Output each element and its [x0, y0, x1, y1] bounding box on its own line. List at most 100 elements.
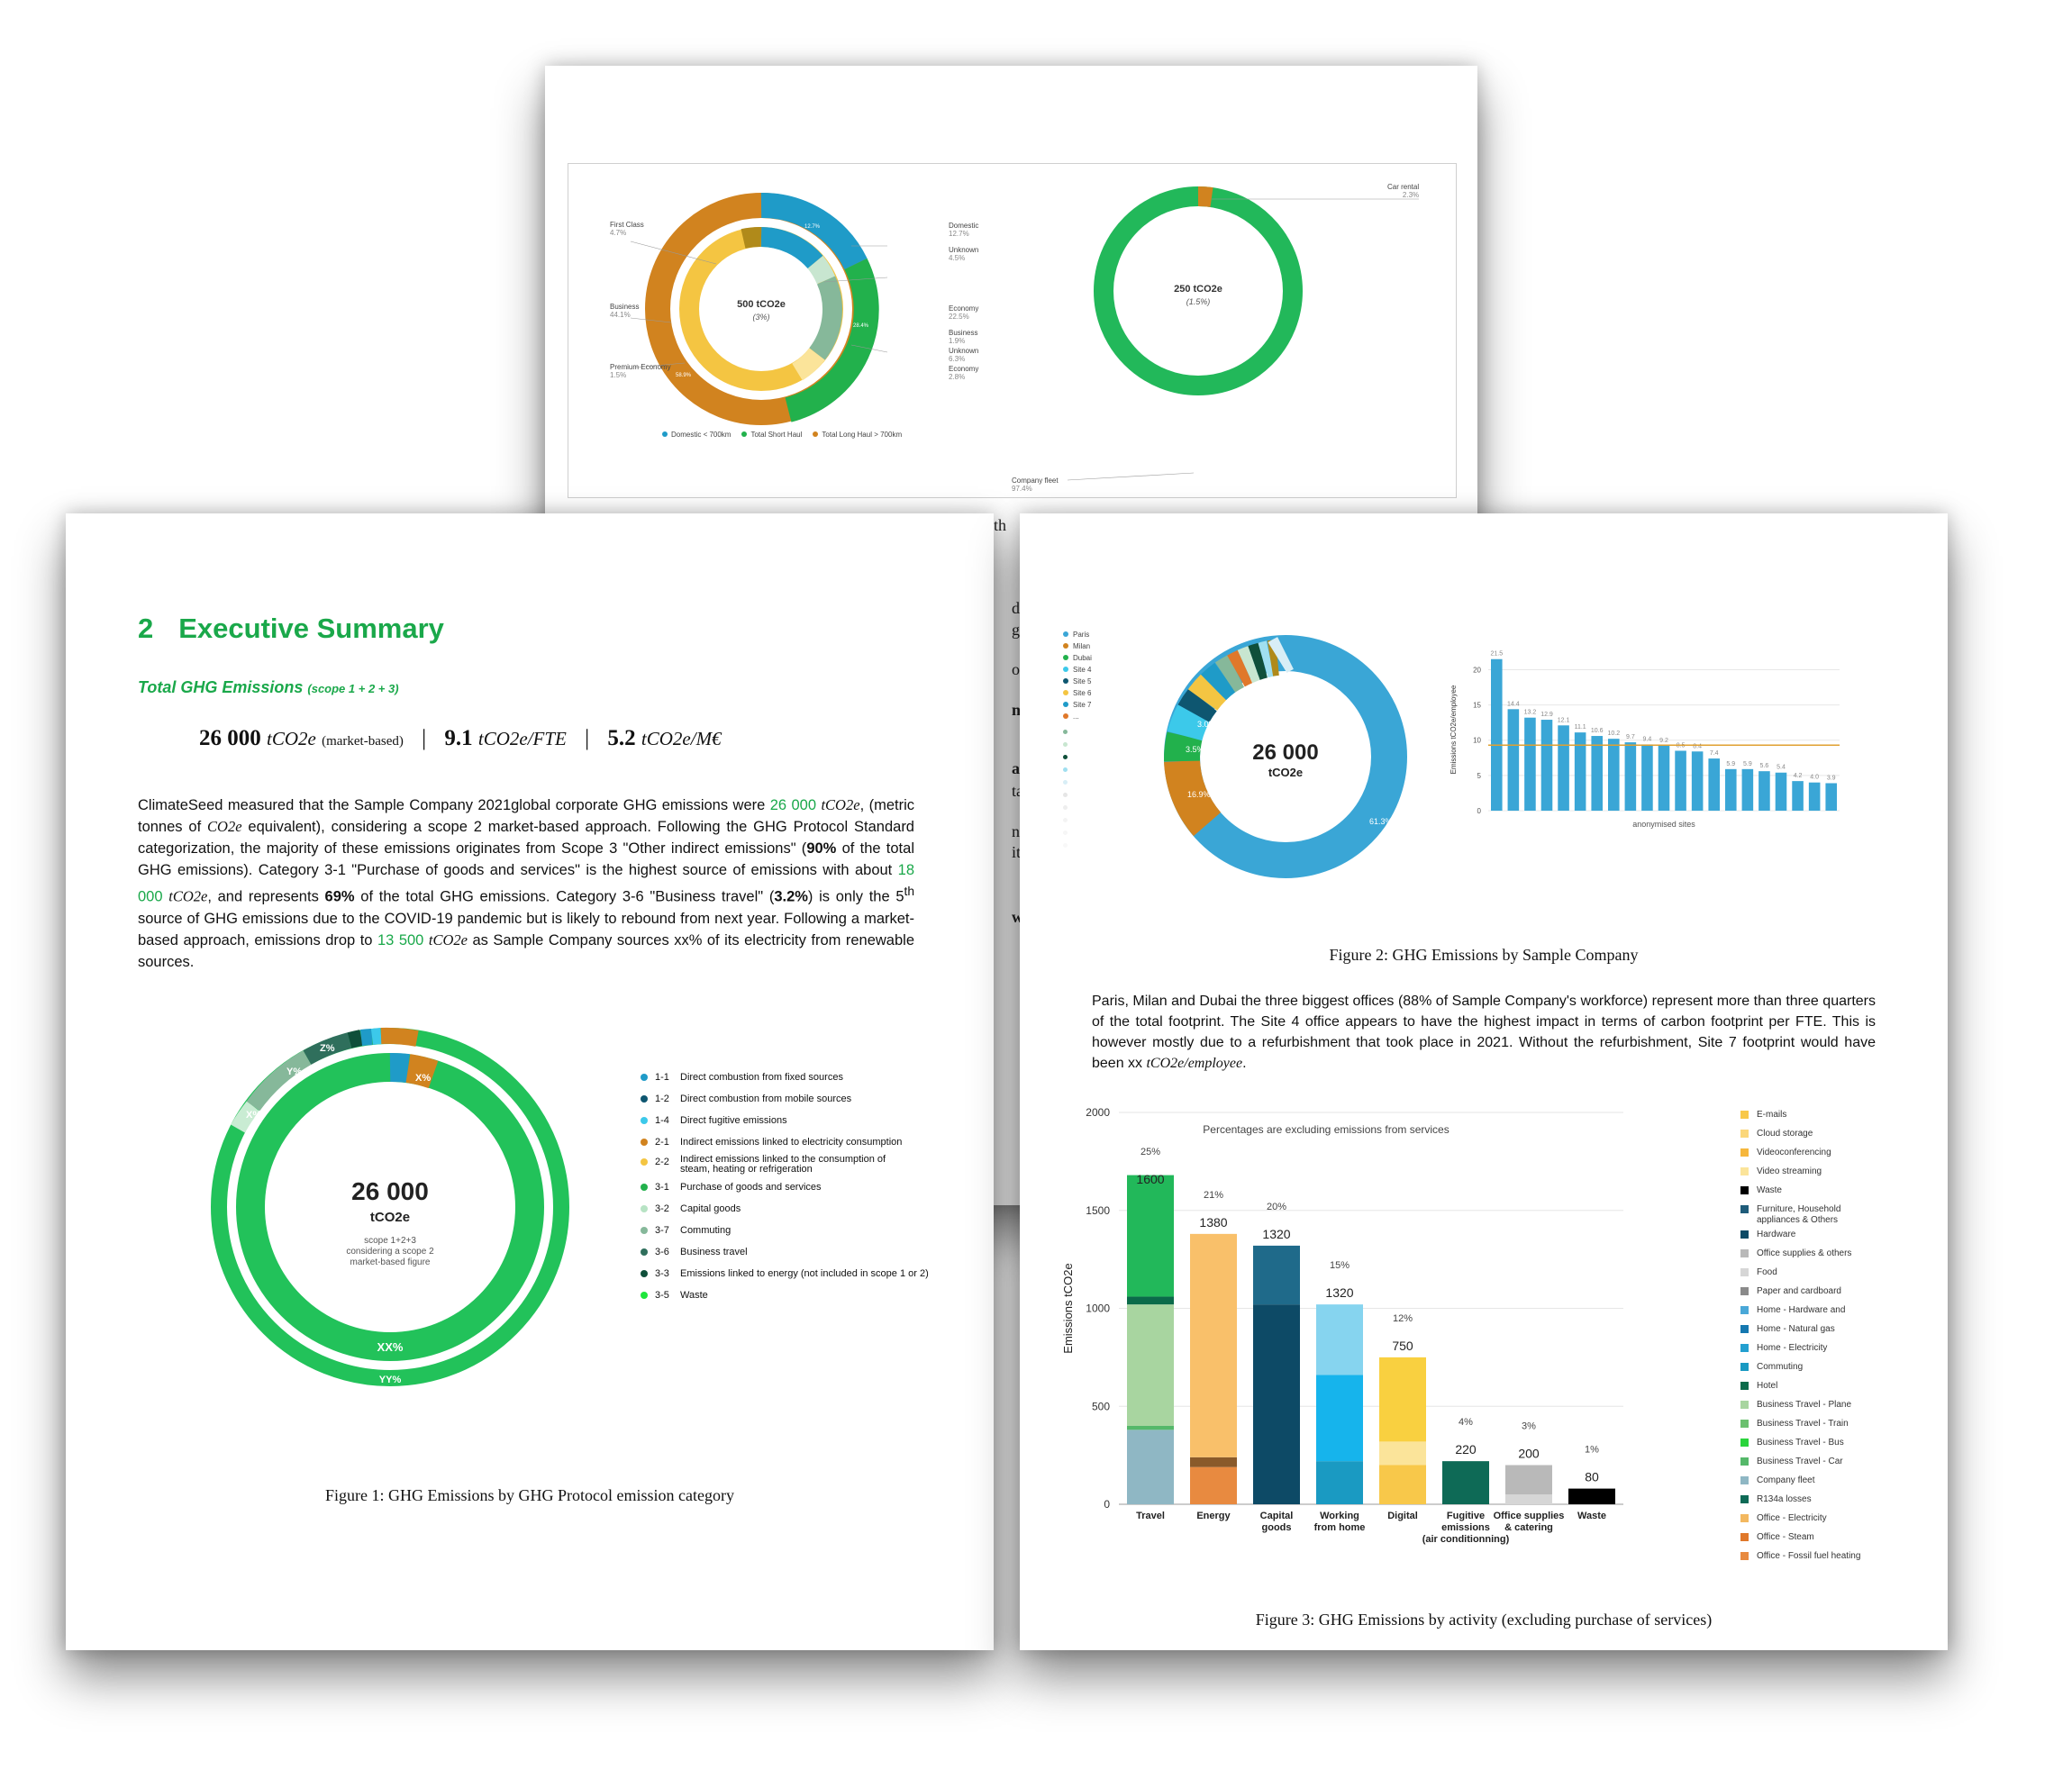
category-label: (air conditionning) [1422, 1534, 1510, 1545]
site-donut: 26 000 tCO2e 61.3% 16.9% 3.5% 3.0% [1164, 635, 1407, 878]
activity-bar-segment [1127, 1430, 1174, 1504]
site-bar [1491, 658, 1503, 811]
ring-label: Z% [320, 1043, 335, 1054]
legend-item: Furniture, Household appliances & Others [1740, 1204, 1939, 1230]
metric-note: (market-based) [322, 734, 404, 749]
legend-item: Business Travel - Car [1740, 1457, 1939, 1475]
site-bar-label: 4.0 [1810, 775, 1819, 781]
bar-percent-label: 12% [1393, 1313, 1413, 1324]
left-flight-donut: 500 tCO2e (3%) 12.7% 28.4% 58.9% [630, 192, 888, 425]
legend-swatch [1740, 1514, 1749, 1522]
legend-item: 1-2 Direct combustion from mobile sources [641, 1094, 851, 1104]
category-label: Digital [1387, 1511, 1418, 1521]
flight-label: Unknown 6.3% [949, 347, 979, 363]
bar-percent-label: 25% [1141, 1147, 1160, 1157]
bar-value-label: 1320 [1325, 1285, 1353, 1300]
site-bar-label: 10.2 [1607, 731, 1620, 737]
legend-swatch [1740, 1148, 1749, 1157]
legend-item: Office - Electricity [1740, 1513, 1939, 1532]
legend-swatch [1740, 1186, 1749, 1194]
category-label: Capital [1260, 1511, 1294, 1521]
y-tick-label: 2000 [1086, 1106, 1110, 1119]
activity-bar-segment [1253, 1245, 1300, 1305]
flight-label: Economy 2.8% [949, 365, 979, 381]
site-donut-center-unit: tCO2e [1268, 766, 1303, 779]
activity-bar-segment [1190, 1457, 1237, 1467]
legend-swatch [1740, 1268, 1749, 1276]
text-fragment: th [994, 516, 1007, 534]
executive-summary-page: 2 Executive Summary Total GHG Emissions (… [66, 513, 994, 1650]
legend-swatch [1740, 1439, 1749, 1447]
legend-item: E-mails [1740, 1110, 1939, 1129]
fleet-leader-lines [1067, 198, 1419, 481]
heading-title: Executive Summary [178, 613, 444, 644]
activity-bar-segment [1127, 1296, 1174, 1305]
flight-label: Unknown 4.5% [949, 246, 979, 262]
metric-per-fte: 9.1 [444, 726, 473, 750]
y-tick-label: 500 [1092, 1400, 1110, 1412]
activity-bar-segment [1379, 1441, 1426, 1466]
flight-label: Premium Economy 1.5% [610, 363, 671, 379]
legend-swatch [1740, 1401, 1749, 1409]
left-donut-center-sub: (3%) [752, 313, 769, 322]
category-label: emissions [1441, 1522, 1490, 1533]
legend-item: Company fleet [1740, 1475, 1939, 1494]
legend-label: Cloud storage [1757, 1129, 1813, 1139]
y-tick-label: 1500 [1086, 1204, 1110, 1217]
flight-label: Business 1.9% [949, 329, 978, 345]
legend-label: Office - Steam [1757, 1532, 1814, 1542]
activity-bar-segment [1379, 1465, 1426, 1504]
fleet-label: Car rental 2.3% [1387, 183, 1420, 199]
site-bar [1691, 751, 1704, 811]
y-tick-label: 0 [1104, 1498, 1110, 1511]
legend-swatch [1740, 1476, 1749, 1484]
legend-item: Hardware [1740, 1230, 1939, 1248]
legend-item: Hotel [1740, 1381, 1939, 1400]
site-bar [1792, 781, 1804, 811]
legend-label: Business Travel - Train [1757, 1419, 1849, 1429]
site-bar-label: 13.2 [1524, 710, 1537, 716]
legend-swatch [1740, 1363, 1749, 1371]
activity-bar-segment [1127, 1175, 1174, 1297]
y-tick-label: 5 [1477, 772, 1482, 780]
figure-caption: Figure 3: GHG Emissions by activity (exc… [1255, 1611, 1713, 1629]
site-bar [1775, 772, 1787, 811]
activity-bar-segment [1379, 1357, 1426, 1442]
legend-item: 1-1 Direct combustion from fixed sources [641, 1072, 843, 1083]
y-tick-label: 1000 [1086, 1302, 1110, 1315]
flight-label: Domestic 12.7% [949, 222, 979, 238]
site-donut-center-value: 26 000 [1252, 740, 1318, 765]
activity-bar-segment [1316, 1304, 1363, 1375]
bar-percent-label: 15% [1330, 1260, 1350, 1271]
legend-label: Videoconferencing [1757, 1148, 1831, 1157]
subheading: Total GHG Emissions (scope 1 + 2 + 3) [138, 678, 399, 696]
metric-unit: tCO2e/FTE [477, 728, 567, 749]
bar-percent-label: 21% [1204, 1190, 1223, 1201]
activity-bar-segment [1127, 1426, 1174, 1430]
site-bar [1507, 709, 1520, 811]
metric-unit: tCO2e [267, 728, 316, 749]
activity-bar-segment [1190, 1466, 1237, 1504]
legend-label: Home - Natural gas [1757, 1324, 1835, 1334]
legend-swatch [1740, 1495, 1749, 1503]
legend-item: 3-7 Commuting [641, 1225, 731, 1236]
figure-frame [568, 163, 1457, 498]
section-heading: 2 Executive Summary [138, 613, 444, 645]
legend-item: R134a losses [1740, 1494, 1939, 1513]
activity-bar-chart: 0 500 1000 1500 2000 Emissions tCO2e Percentag… [1061, 1106, 1623, 1545]
site-bar-label: 4.2 [1794, 773, 1803, 779]
legend-label: R134a losses [1757, 1494, 1812, 1504]
site-bar-label: 5.4 [1777, 765, 1786, 771]
ring-label: X% [415, 1073, 431, 1084]
site-donut-label: 16.9% [1187, 790, 1211, 799]
site-bar [1574, 732, 1586, 811]
donut-center-note: market-based figure [350, 1257, 431, 1267]
heading-number: 2 [138, 613, 154, 644]
bar-percent-label: 3% [1522, 1421, 1536, 1432]
site-bar-label: 8.5 [1677, 742, 1686, 749]
legend-label: Waste [1757, 1185, 1782, 1195]
bar-percent-label: 4% [1459, 1417, 1473, 1428]
legend-item: Home - Hardware and [1740, 1305, 1939, 1324]
legend-label: Business Travel - Bus [1757, 1438, 1844, 1448]
activity-bar-segment [1253, 1304, 1300, 1504]
